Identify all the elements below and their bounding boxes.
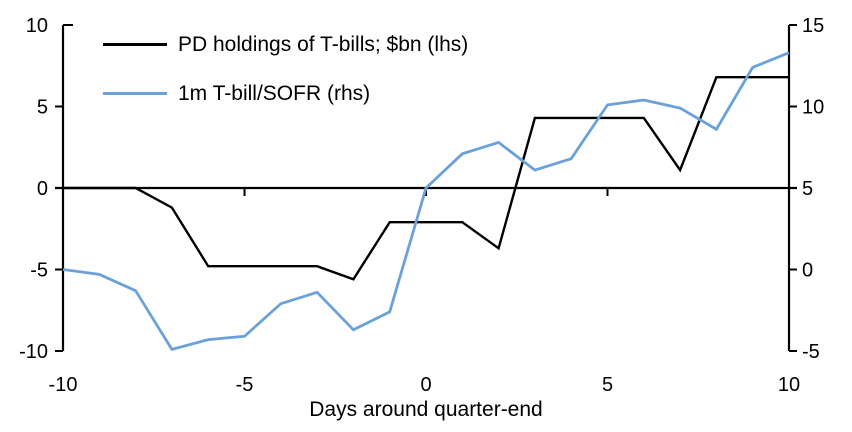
legend-label-pd-holdings: PD holdings of T-bills; $bn (lhs) bbox=[178, 33, 469, 56]
left-axis-tick-label: -5 bbox=[30, 260, 48, 282]
line-swatch-pd-holdings bbox=[103, 43, 167, 46]
left-axis-tick-label: -10 bbox=[19, 341, 48, 363]
x-axis-tick-label: 10 bbox=[778, 374, 800, 396]
right-axis-tick-label: 0 bbox=[802, 260, 813, 282]
legend-item-tbill-sofr: 1m T-bill/SOFR (rhs) bbox=[103, 82, 468, 105]
series-line-pd-holdings bbox=[63, 75, 789, 281]
right-axis-tick-label: -5 bbox=[802, 341, 820, 363]
right-axis-tick-label: 10 bbox=[802, 97, 824, 119]
right-axis-tick-label: 5 bbox=[802, 178, 813, 200]
legend-item-pd-holdings: PD holdings of T-bills; $bn (lhs) bbox=[103, 33, 468, 56]
left-axis-tick-label: 10 bbox=[26, 15, 48, 37]
legend-label-tbill-sofr: 1m T-bill/SOFR (rhs) bbox=[178, 82, 371, 105]
x-axis-tick-label: -10 bbox=[49, 374, 78, 396]
legend: PD holdings of T-bills; $bn (lhs) 1m T-b… bbox=[103, 33, 468, 105]
x-axis-tick-label: 5 bbox=[602, 374, 613, 396]
x-axis-tick-label: -5 bbox=[236, 374, 254, 396]
x-axis-tick-label: 0 bbox=[420, 374, 431, 396]
line-swatch-tbill-sofr bbox=[103, 92, 167, 95]
left-axis-tick-label: 0 bbox=[37, 178, 48, 200]
left-axis-tick-label: 5 bbox=[37, 97, 48, 119]
right-axis-tick-label: 15 bbox=[802, 15, 824, 37]
series-line-tbill-sofr bbox=[62, 51, 790, 352]
x-axis-title: Days around quarter-end bbox=[309, 398, 543, 421]
